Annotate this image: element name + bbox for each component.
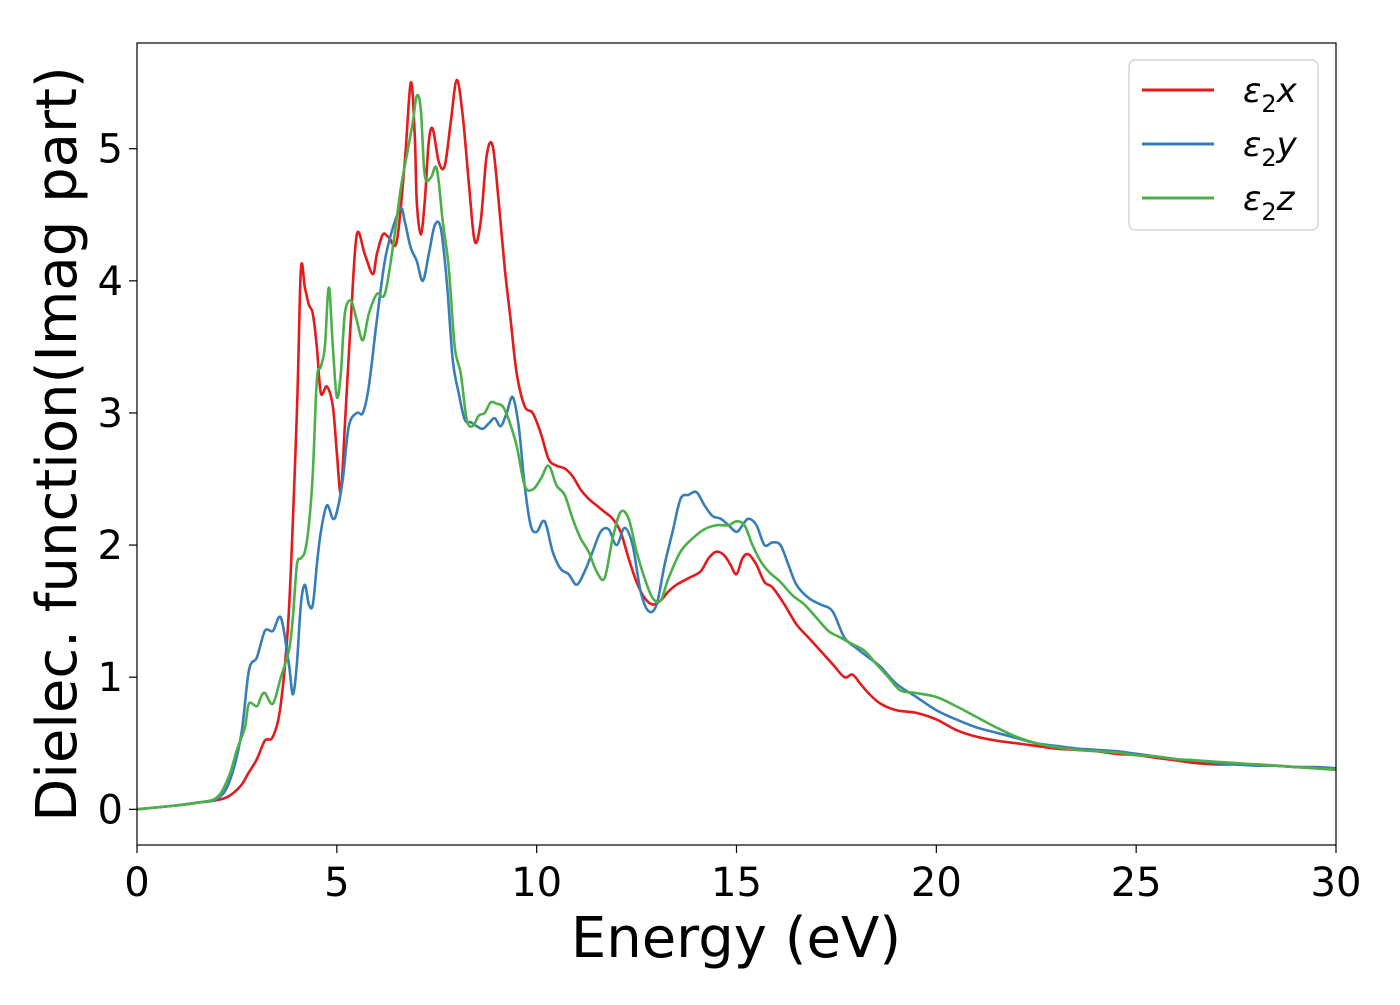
x-tick-label: 25 [1111,860,1162,906]
y-tick-label: 0 [98,787,123,833]
legend-label-y: ε2y [1243,125,1298,172]
series-line-z [137,93,1336,811]
x-tick-label: 15 [711,860,762,906]
x-tick-label: 20 [911,860,962,906]
x-tick-label: 0 [124,860,149,906]
legend: ε2x ε2y ε2z [1128,59,1319,231]
series-line-x [137,78,1336,811]
y-tick-label: 3 [98,391,123,437]
y-axis: 0 1 2 3 4 5 [98,127,137,833]
x-axis: 0 5 10 15 20 25 30 [124,845,1361,906]
legend-label-z: ε2z [1243,179,1296,226]
series-line-y [137,206,1336,811]
y-axis-title: Dielec. function(Imag part) [25,66,90,822]
y-tick-label: 1 [98,655,123,701]
x-axis-title: Energy (eV) [571,906,901,971]
y-tick-label: 2 [98,523,123,569]
y-tick-label: 4 [98,259,123,305]
series-layer [137,78,1336,811]
x-tick-label: 30 [1311,860,1362,906]
legend-label-x: ε2x [1243,71,1298,118]
x-tick-label: 10 [511,860,562,906]
x-tick-label: 5 [324,860,349,906]
legend-box [1128,59,1319,231]
y-tick-label: 5 [98,127,123,173]
